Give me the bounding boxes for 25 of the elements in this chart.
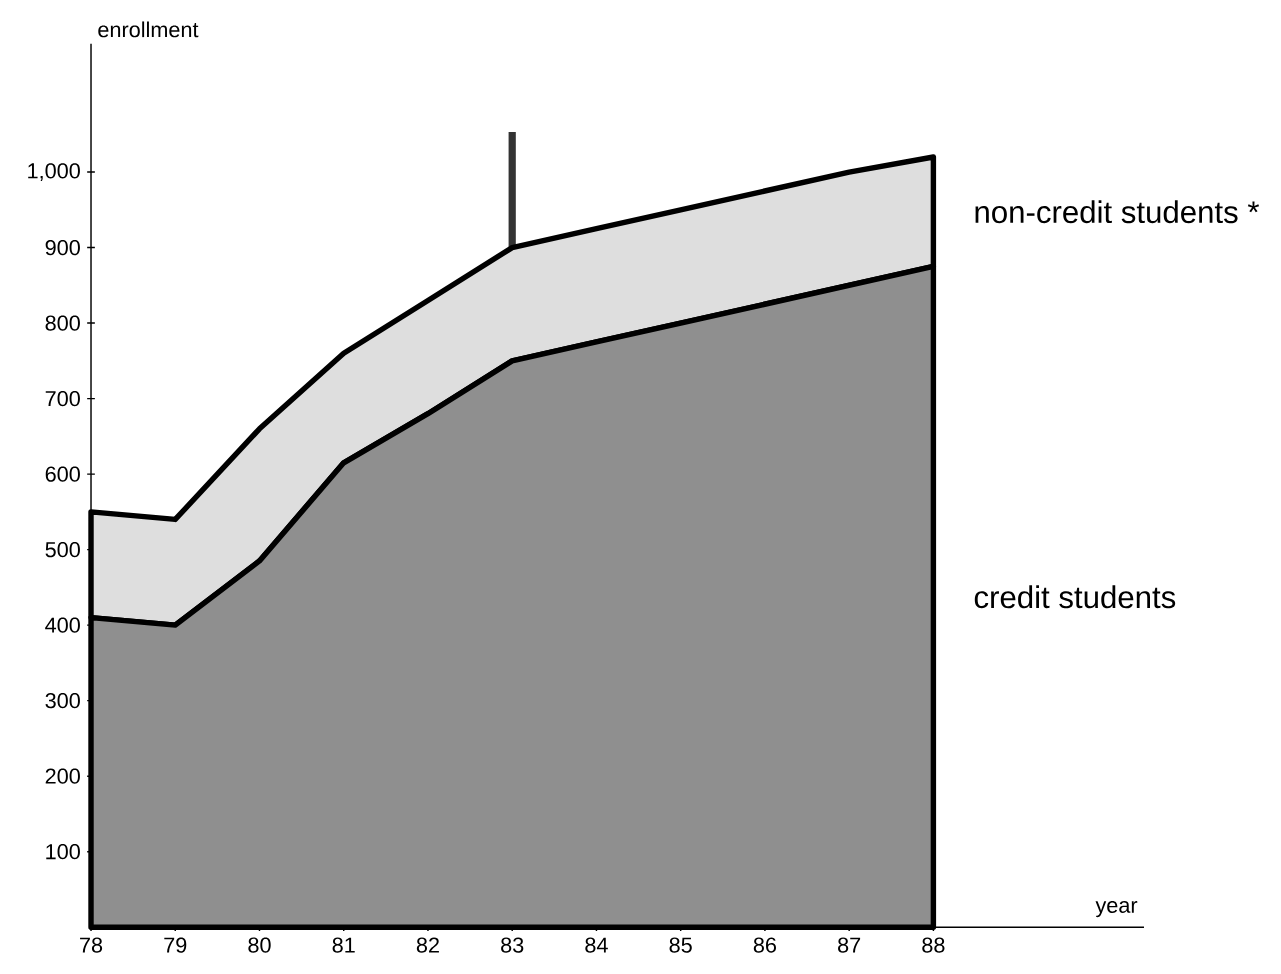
x-tick-label: 81 bbox=[332, 937, 355, 953]
y-tick-label: 400 bbox=[45, 617, 80, 633]
x-tick-label: 79 bbox=[164, 937, 187, 953]
x-tick-label: 78 bbox=[80, 937, 103, 953]
y-tick-label: 100 bbox=[46, 843, 80, 860]
y-tick-label: 300 bbox=[45, 692, 80, 709]
y-axis-title: enrollment bbox=[98, 21, 199, 38]
x-tick-label: 83 bbox=[501, 937, 524, 953]
y-tick-label: 900 bbox=[45, 239, 80, 256]
series-label: non-credit students * bbox=[975, 200, 1260, 224]
series-label: credit students bbox=[974, 585, 1176, 609]
x-tick-label: 86 bbox=[753, 937, 777, 953]
x-tick-label: 87 bbox=[838, 937, 861, 953]
y-tick-label: 500 bbox=[45, 541, 80, 558]
y-tick-label: 1,000 bbox=[28, 163, 80, 181]
x-axis-title: year bbox=[1095, 900, 1138, 918]
x-tick-label: 88 bbox=[922, 937, 945, 953]
y-tick-label: 800 bbox=[45, 315, 80, 331]
y-tick-label: 200 bbox=[45, 768, 80, 784]
x-tick-label: 84 bbox=[585, 937, 608, 953]
x-tick-label: 82 bbox=[416, 937, 439, 953]
x-tick-label: 80 bbox=[248, 937, 271, 953]
y-tick-label: 600 bbox=[45, 466, 80, 482]
x-tick-label: 85 bbox=[669, 937, 692, 953]
y-tick-label: 700 bbox=[45, 390, 80, 407]
